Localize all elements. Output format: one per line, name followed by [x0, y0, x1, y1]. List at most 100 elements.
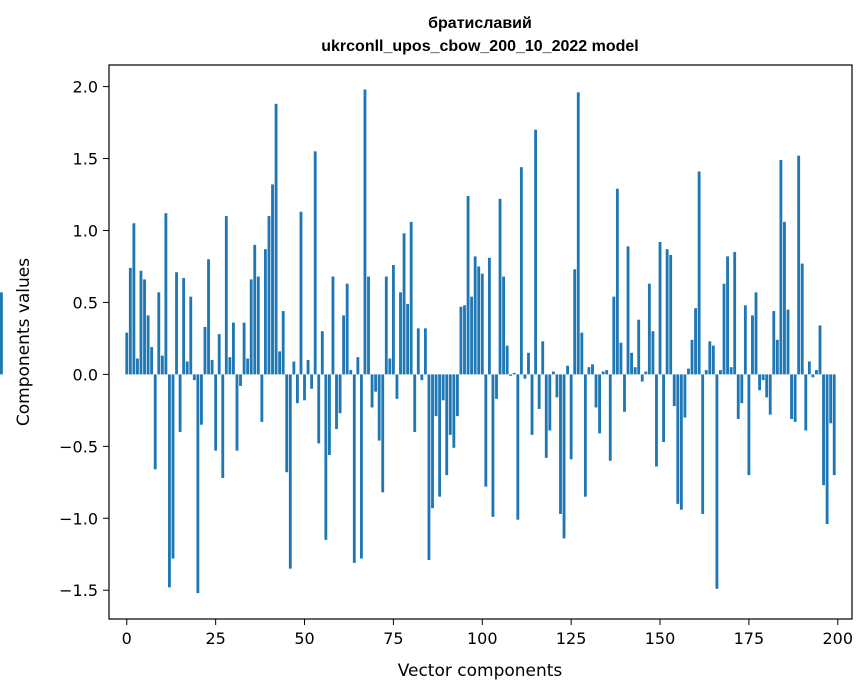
- bar: [569, 374, 573, 460]
- bar: [189, 296, 193, 375]
- bar: [207, 259, 210, 375]
- bar: [217, 334, 221, 375]
- bar: [495, 374, 498, 399]
- bar: [157, 292, 161, 375]
- bar: [0, 292, 3, 375]
- bar: [352, 374, 356, 563]
- bar: [480, 273, 484, 375]
- bar: [644, 371, 648, 375]
- bar: [477, 266, 481, 375]
- bar: [583, 374, 587, 497]
- bar: [367, 276, 370, 375]
- bar: [473, 256, 477, 375]
- x-tick-label: 150: [645, 629, 676, 648]
- bar: [281, 311, 285, 375]
- bar: [562, 374, 566, 539]
- bar: [519, 167, 523, 375]
- bar: [598, 374, 602, 434]
- bar: [662, 374, 665, 443]
- bar: [807, 361, 811, 375]
- bar: [228, 357, 232, 375]
- bar: [395, 374, 399, 399]
- bar: [164, 213, 168, 375]
- bar: [815, 370, 818, 375]
- bar: [669, 254, 673, 375]
- y-tick-label: 0.5: [73, 293, 98, 312]
- bar: [566, 365, 570, 375]
- bar: [665, 249, 669, 375]
- bar: [327, 374, 331, 455]
- bar: [640, 374, 644, 382]
- bar: [487, 257, 491, 375]
- bar: [185, 361, 189, 375]
- bar: [391, 265, 395, 375]
- bar: [196, 374, 200, 594]
- bar: [512, 372, 516, 375]
- bar: [431, 374, 434, 509]
- bar: [804, 374, 808, 431]
- bar: [221, 374, 225, 478]
- bar: [416, 328, 420, 375]
- bar: [534, 129, 538, 375]
- x-tick-label: 175: [734, 629, 765, 648]
- bar: [235, 374, 239, 451]
- bar: [548, 374, 552, 431]
- bar: [818, 325, 822, 375]
- bar: [438, 374, 442, 497]
- bar: [349, 370, 353, 375]
- bar: [551, 371, 555, 375]
- bar: [359, 374, 363, 559]
- x-tick-label: 50: [294, 629, 314, 648]
- bar: [320, 331, 324, 375]
- bar: [651, 331, 655, 375]
- bar: [658, 241, 662, 375]
- y-axis-label: Components values: [14, 258, 34, 426]
- bar: [754, 292, 758, 375]
- bar: [509, 374, 513, 376]
- bar: [271, 184, 274, 375]
- bar: [726, 256, 729, 375]
- y-tick-label: 0.0: [73, 365, 98, 384]
- bar: [168, 374, 171, 588]
- bar: [420, 374, 424, 381]
- chart-title: братиславий: [428, 15, 532, 32]
- bar: [601, 371, 605, 375]
- bar: [772, 311, 776, 375]
- bar: [527, 352, 530, 375]
- bar: [182, 277, 186, 375]
- bar: [694, 308, 697, 375]
- bar: [466, 195, 470, 375]
- plot-frame: [108, 64, 853, 620]
- bar: [498, 198, 502, 375]
- bar: [256, 276, 260, 375]
- bar: [192, 374, 196, 381]
- bar: [139, 270, 143, 375]
- bar: [331, 276, 335, 375]
- bar: [722, 283, 726, 375]
- bar: [786, 309, 790, 375]
- bar: [136, 358, 139, 375]
- bar: [388, 358, 392, 375]
- x-tick-label: 0: [122, 629, 132, 648]
- bar: [647, 283, 651, 375]
- bar: [285, 374, 289, 473]
- y-tick-label: −0.5: [59, 437, 98, 456]
- bar: [683, 374, 687, 418]
- bars-group: [0, 89, 836, 594]
- bar: [797, 155, 801, 375]
- bar: [413, 374, 417, 432]
- bar: [743, 305, 747, 375]
- bar: [463, 305, 466, 375]
- bar: [612, 296, 616, 375]
- bar: [637, 319, 641, 375]
- bar: [623, 374, 626, 412]
- bar: [175, 272, 178, 375]
- bar: [303, 374, 306, 401]
- bar: [516, 374, 520, 520]
- bar: [736, 374, 740, 419]
- bar: [356, 357, 360, 375]
- bar: [299, 211, 303, 375]
- bar: [559, 374, 562, 514]
- bar: [672, 374, 676, 407]
- bar: [445, 374, 449, 476]
